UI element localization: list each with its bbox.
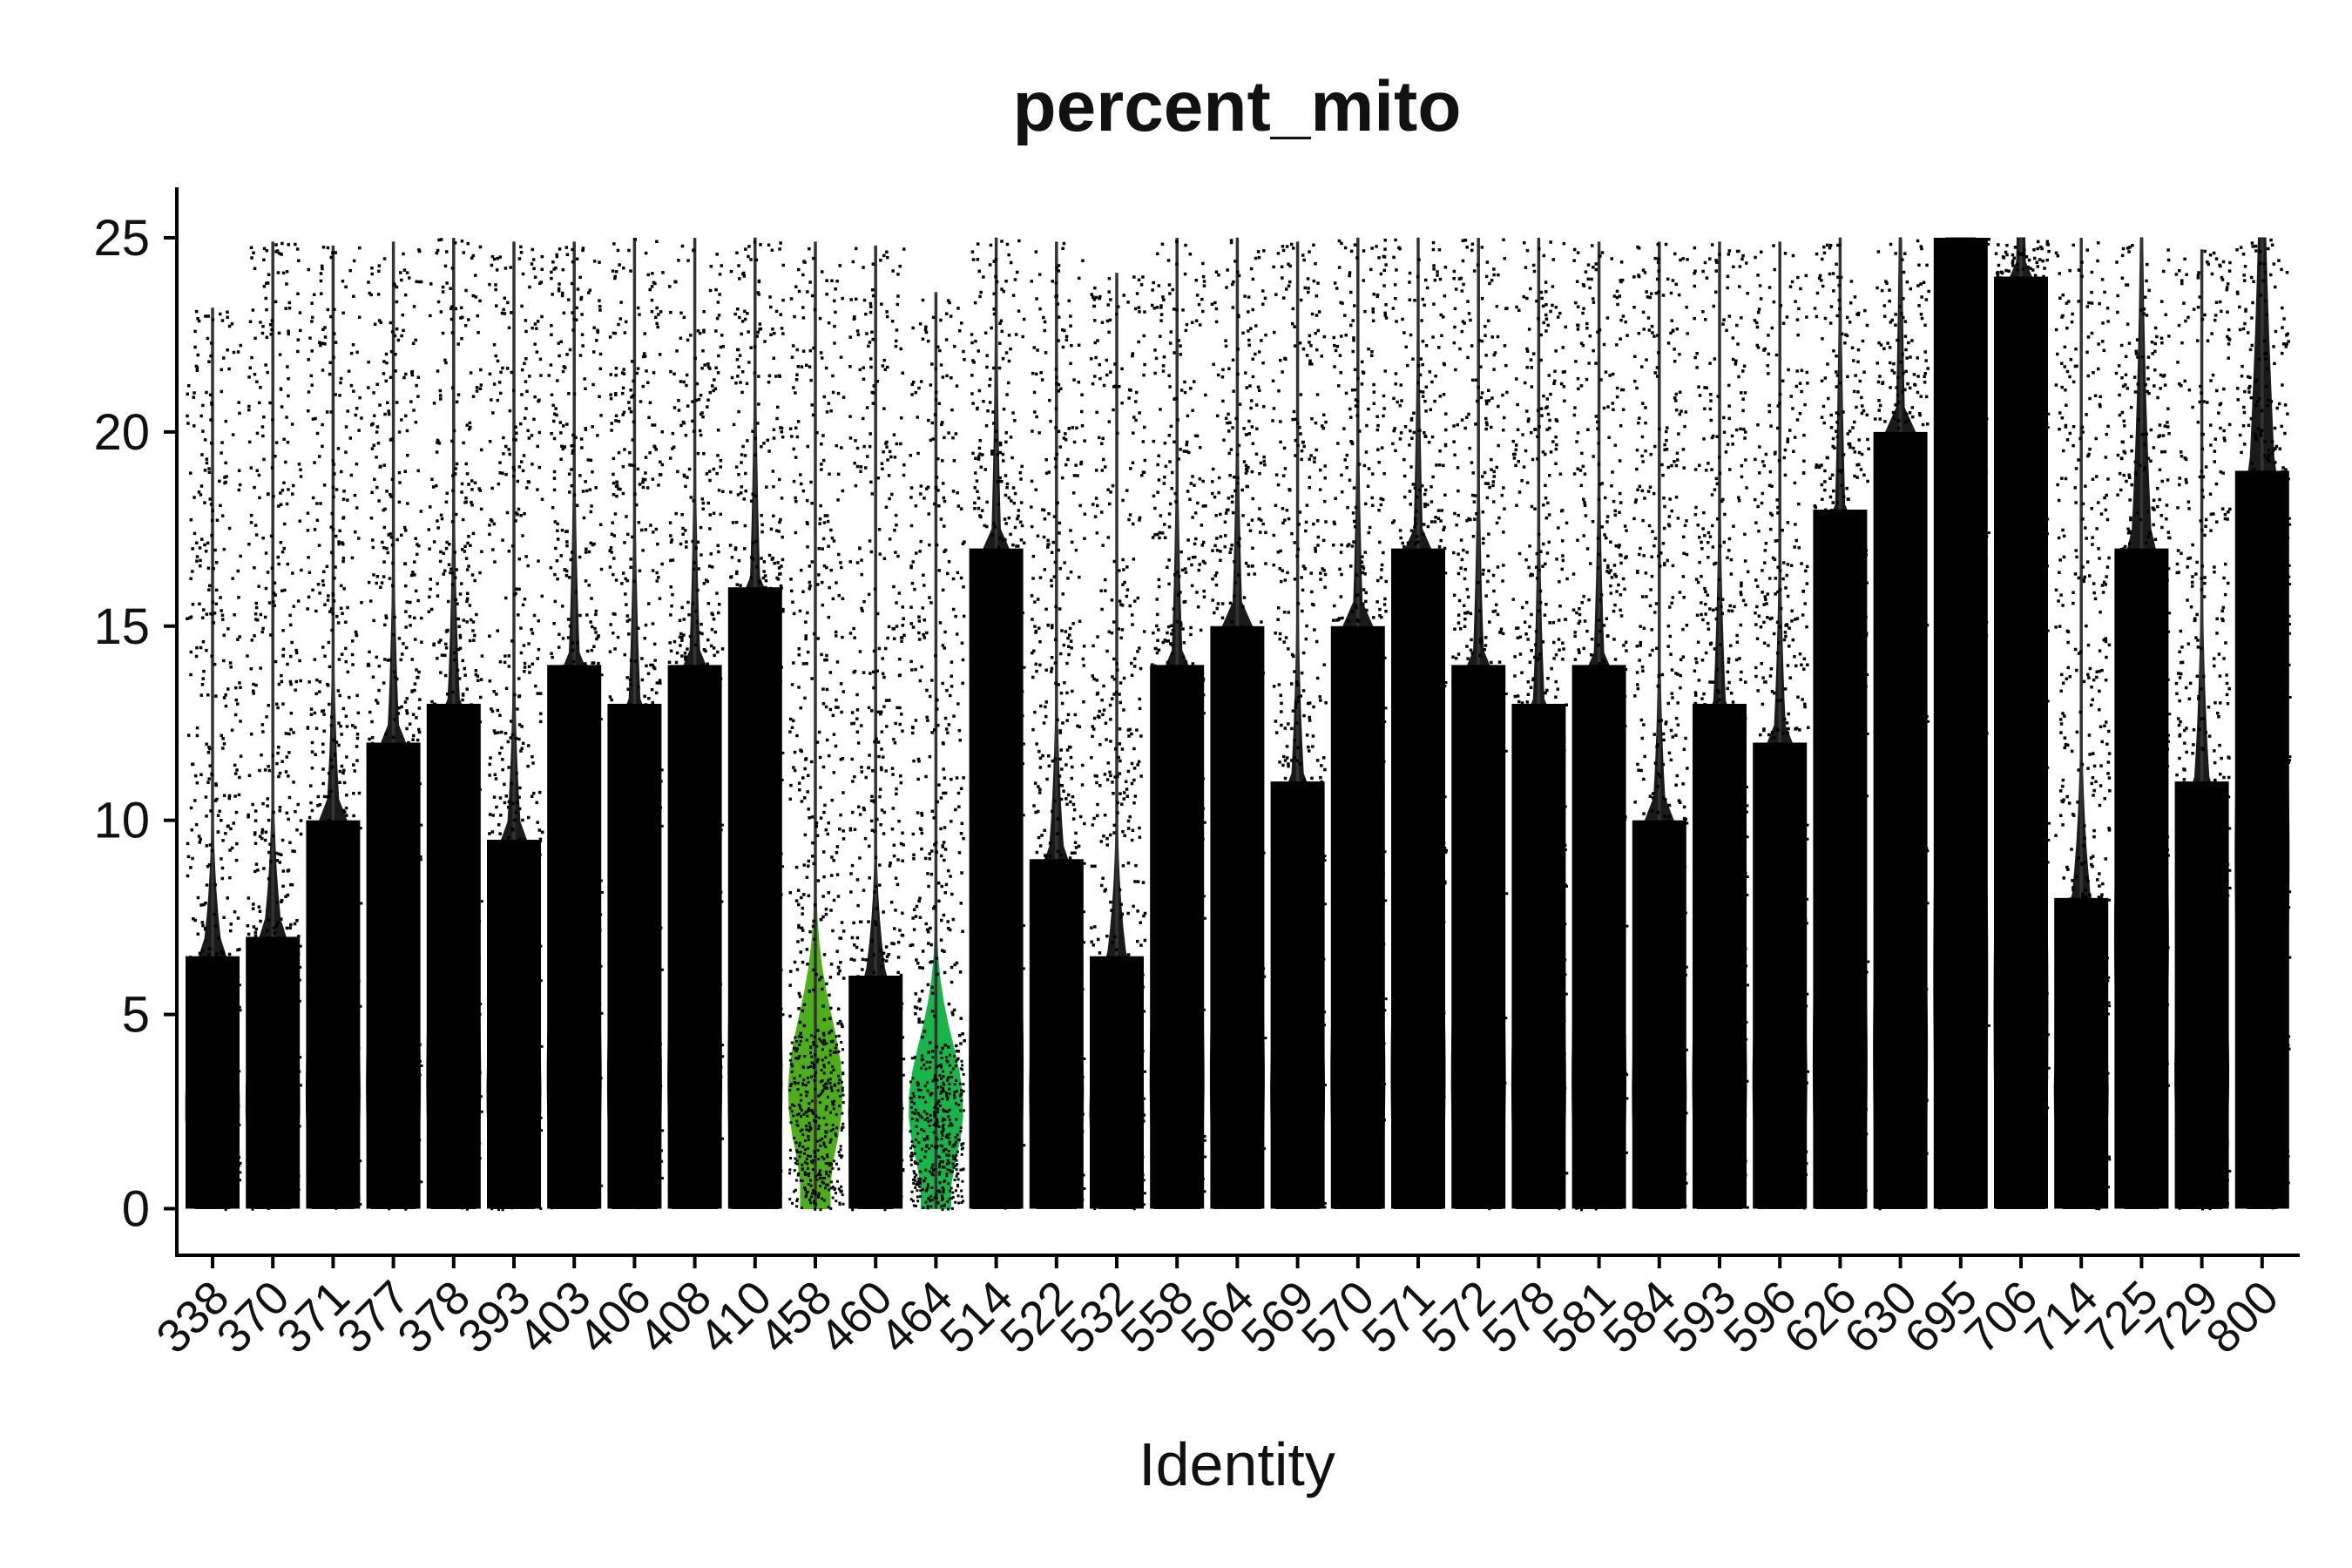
points-458 — [788, 247, 846, 1212]
dense-core — [186, 956, 240, 1209]
dense-core — [1511, 703, 1566, 1209]
points-403 — [547, 246, 604, 1210]
dense-core — [1632, 820, 1686, 1209]
dense-core — [2114, 548, 2169, 1209]
points-706 — [1994, 240, 2051, 1209]
x-axis-ticks: 3383703713773783934034064084104584604645… — [146, 1255, 2288, 1363]
dense-core — [2234, 470, 2289, 1209]
dense-core — [1873, 431, 1928, 1209]
chart-title: percent_mito — [1013, 67, 1462, 146]
points-377 — [366, 248, 423, 1211]
x-tick-label: 800 — [2196, 1271, 2288, 1363]
dense-core — [366, 742, 421, 1209]
points-714 — [2054, 241, 2112, 1211]
points-800 — [2235, 238, 2292, 1210]
points-464 — [909, 298, 966, 1212]
points-584 — [1632, 242, 1689, 1208]
y-tick-label: 15 — [93, 598, 150, 655]
points-558 — [1150, 240, 1207, 1206]
dense-core — [1270, 781, 1325, 1209]
dense-core — [1933, 237, 1988, 1209]
points-532 — [1090, 275, 1147, 1211]
y-tick-label: 5 — [122, 987, 150, 1044]
points-569 — [1270, 242, 1328, 1209]
dense-core — [1150, 665, 1205, 1209]
dense-core — [1391, 548, 1445, 1209]
y-axis-ticks: 0 5 10 15 20 25 — [93, 210, 177, 1238]
dense-core — [727, 587, 782, 1209]
y-tick-label: 10 — [93, 793, 150, 849]
dense-core — [1813, 510, 1868, 1209]
points-460 — [848, 247, 906, 1212]
dense-core — [2054, 897, 2109, 1209]
dense-core — [2174, 781, 2229, 1209]
points-378 — [427, 238, 484, 1211]
y-tick-label: 20 — [93, 404, 150, 461]
points-572 — [1451, 238, 1509, 1211]
dense-core — [1210, 625, 1265, 1209]
dense-core — [1753, 742, 1808, 1209]
dense-core — [1451, 665, 1506, 1209]
dense-core — [1994, 276, 2048, 1209]
dense-core — [1330, 625, 1385, 1209]
y-tick-label: 0 — [122, 1181, 150, 1238]
dense-core — [667, 665, 722, 1209]
points-570 — [1332, 239, 1389, 1206]
points-393 — [487, 245, 544, 1212]
points-410 — [728, 240, 785, 1205]
dense-core — [246, 936, 301, 1209]
points-371 — [306, 246, 363, 1210]
jitter-points — [186, 237, 2292, 1212]
dense-core — [306, 820, 361, 1209]
y-tick-label: 25 — [93, 210, 150, 267]
points-370 — [246, 241, 303, 1211]
dense-core — [607, 703, 662, 1209]
points-571 — [1391, 238, 1448, 1205]
dense-core — [487, 839, 541, 1209]
x-axis-label: Identity — [1139, 1430, 1335, 1498]
dense-core — [969, 548, 1024, 1209]
dense-core — [1693, 703, 1747, 1209]
